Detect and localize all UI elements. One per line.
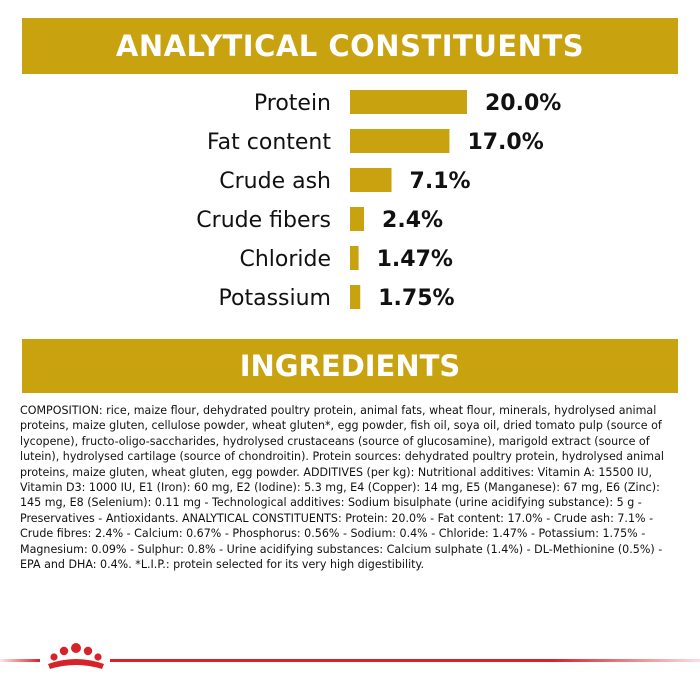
category-label: Protein bbox=[254, 91, 331, 116]
value-label: 7.1% bbox=[410, 169, 471, 194]
bar bbox=[350, 246, 359, 270]
analytical-constituents-header: ANALYTICAL CONSTITUENTS bbox=[22, 18, 678, 74]
bar bbox=[350, 207, 365, 231]
footer-divider-left bbox=[0, 659, 40, 662]
category-label: Crude fibers bbox=[196, 208, 331, 233]
value-label: 1.75% bbox=[378, 286, 454, 311]
category-label: Potassium bbox=[219, 286, 331, 311]
value-label: 2.4% bbox=[382, 208, 443, 233]
bar bbox=[350, 168, 392, 192]
footer-divider bbox=[110, 659, 700, 662]
constituents-bar-chart: Protein 20.0% Fat content 17.0% Crude ash 7.1… bbox=[196, 90, 561, 311]
composition-text: COMPOSITION: rice, maize flour, dehydrat… bbox=[20, 404, 664, 572]
category-label: Fat content bbox=[207, 130, 331, 155]
bar bbox=[350, 90, 467, 114]
value-label: 17.0% bbox=[467, 130, 543, 155]
category-label: Chloride bbox=[239, 247, 331, 272]
value-label: 20.0% bbox=[485, 91, 561, 116]
bar bbox=[350, 285, 361, 309]
value-label: 1.47% bbox=[377, 247, 453, 272]
category-label: Crude ash bbox=[219, 169, 331, 194]
ingredients-header: INGREDIENTS bbox=[22, 339, 678, 393]
bar bbox=[350, 129, 450, 153]
crown-icon bbox=[48, 643, 104, 669]
